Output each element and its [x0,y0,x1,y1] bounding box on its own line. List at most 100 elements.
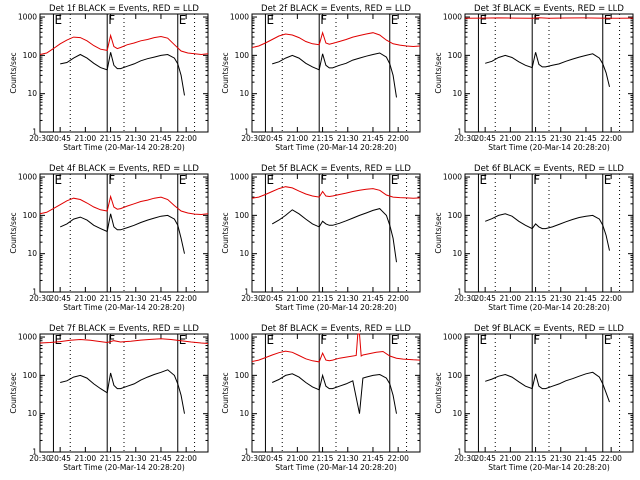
y-tick-label: 10 [239,249,249,258]
x-tick-label: 21:30 [337,454,359,463]
x-tick-label: 21:00 [500,454,522,463]
y-tick-label: 100 [23,51,38,60]
x-tick-label: 21:30 [337,134,359,143]
y-tick-label: 100 [448,51,463,60]
x-axis-label: Start Time (20-Mar-14 20:28:20) [63,143,185,152]
y-tick-label: 10 [452,89,462,98]
y-axis-label: Counts/sec [221,52,230,93]
x-tick-label: 21:30 [337,294,359,303]
y-tick-label: 1 [32,288,37,297]
events-series-line [485,371,610,403]
x-tick-label: 21:00 [287,294,309,303]
y-tick-label: 100 [23,211,38,220]
y-axis-label: Counts/sec [434,52,443,93]
x-tick-label: 21:30 [125,134,147,143]
x-tick-label: 21:45 [362,134,384,143]
x-tick-label: 20:45 [49,454,71,463]
x-tick-label: 21:30 [550,294,572,303]
panel-det-2: Det 2f BLACK = Events, RED = LLD 1 10 100 10… [221,4,421,152]
event-marker-label: F [320,173,327,187]
x-axis-label: Start Time (20-Mar-14 20:28:20) [488,303,610,312]
panel-det-9: Det 9f BLACK = Events, RED = LLD 1 10 100 10… [434,324,634,472]
events-series-line [271,373,397,414]
x-tick-label: 20:30 [29,294,51,303]
panel-title: Det 9f BLACK = Events, RED = LLD [474,324,624,334]
panel-title: Det 1f BLACK = Events, RED = LLD [49,4,199,14]
x-tick-label: 20:30 [29,454,51,463]
panel-title: Det 8f BLACK = Events, RED = LLD [261,324,411,334]
event-marker-label: F [108,13,115,27]
events-series-line [485,213,610,251]
x-axis-label: Start Time (20-Mar-14 20:28:20) [275,143,397,152]
y-tick-label: 1 [32,128,37,137]
event-marker-label: E [391,333,399,347]
event-marker-label: F [533,333,540,347]
x-tick-label: 21:00 [287,134,309,143]
y-axis-label: Counts/sec [9,372,18,413]
x-tick-label: 21:45 [575,294,597,303]
panel-det-8: Det 8f BLACK = Events, RED = LLD 1 10 100 10… [221,324,421,472]
event-marker-label: E [179,333,187,347]
x-tick-label: 20:30 [454,294,476,303]
events-series-line [59,213,185,254]
x-tick-label: 21:45 [150,454,172,463]
x-tick-label: 20:30 [29,134,51,143]
x-tick-label: 20:30 [241,134,263,143]
x-tick-label: 21:30 [550,454,572,463]
x-tick-label: 21:45 [362,454,384,463]
x-tick-label: 22:00 [600,454,622,463]
x-tick-label: 20:30 [454,134,476,143]
event-marker-label: E [479,173,487,187]
y-tick-label: 1000 [230,173,249,182]
y-axis-label: Counts/sec [221,212,230,253]
x-tick-label: 21:45 [575,454,597,463]
y-tick-label: 1 [457,128,462,137]
x-tick-label: 20:30 [241,454,263,463]
y-tick-label: 100 [448,371,463,380]
event-marker-label: E [179,13,187,27]
x-tick-label: 21:00 [500,294,522,303]
x-tick-label: 21:00 [287,454,309,463]
x-tick-label: 20:45 [49,134,71,143]
panel-title: Det 3f BLACK = Events, RED = LLD [474,4,624,14]
event-marker-label: E [604,13,612,27]
event-marker-label: E [479,13,487,27]
y-tick-label: 1 [244,128,249,137]
lld-series-line [39,194,209,216]
y-axis-label: Counts/sec [434,212,443,253]
x-tick-label: 21:00 [75,134,97,143]
event-marker-label: F [533,13,540,27]
x-tick-label: 20:45 [474,454,496,463]
event-marker-label: F [320,13,327,27]
x-tick-label: 22:00 [600,134,622,143]
x-tick-label: 21:15 [525,134,547,143]
lld-series-line [251,333,421,363]
y-tick-label: 10 [27,409,37,418]
x-tick-label: 21:15 [525,294,547,303]
x-tick-label: 21:30 [550,134,572,143]
event-marker-label: E [266,173,274,187]
lld-series-line [39,338,209,344]
x-tick-label: 22:00 [387,134,409,143]
y-tick-label: 1 [244,448,249,457]
y-tick-label: 1000 [443,13,462,22]
y-axis-label: Counts/sec [9,212,18,253]
x-tick-label: 22:00 [387,454,409,463]
panel-title: Det 2f BLACK = Events, RED = LLD [261,4,411,14]
y-tick-label: 1 [457,448,462,457]
x-axis-label: Start Time (20-Mar-14 20:28:20) [488,463,610,472]
event-marker-label: E [479,333,487,347]
panel-det-4: Det 4f BLACK = Events, RED = LLD 1 10 100 10… [9,164,209,312]
panel-det-5: Det 5f BLACK = Events, RED = LLD 1 10 100 10… [221,164,421,312]
x-tick-label: 21:30 [125,454,147,463]
y-tick-label: 100 [235,211,250,220]
y-tick-label: 1 [244,288,249,297]
event-marker-label: E [391,173,399,187]
events-series-line [485,52,610,88]
event-marker-label: F [108,333,115,347]
event-marker-label: E [54,13,62,27]
x-tick-label: 20:45 [474,294,496,303]
panel-title: Det 4f BLACK = Events, RED = LLD [49,164,199,174]
x-tick-label: 21:15 [312,134,334,143]
events-series-line [60,369,185,414]
